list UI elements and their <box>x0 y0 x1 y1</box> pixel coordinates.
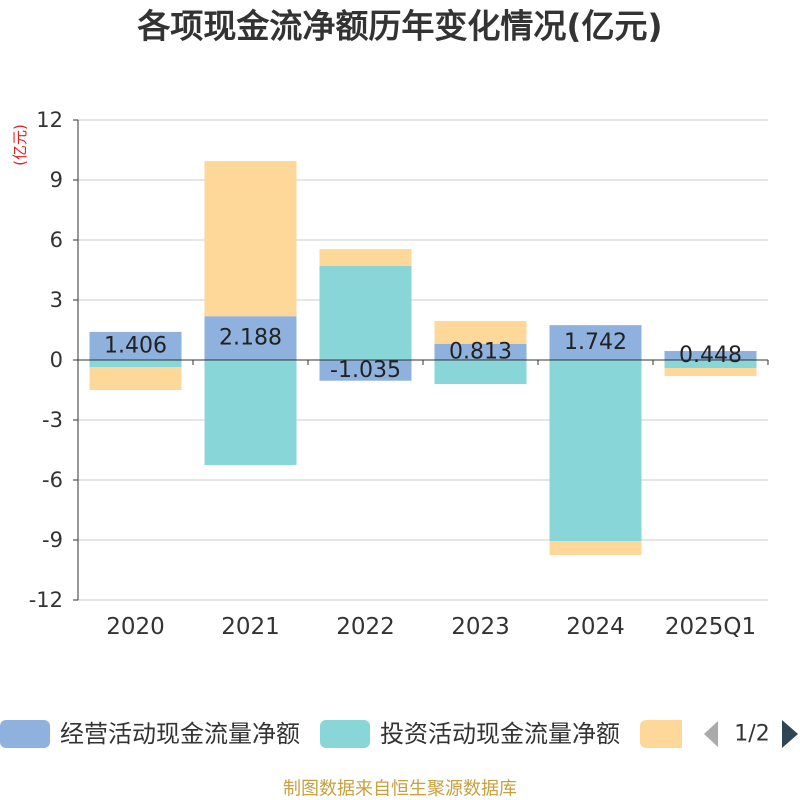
triangle-left-icon <box>704 721 718 747</box>
bar-operating-2021 <box>204 316 297 360</box>
y-tick-label: 6 <box>50 228 63 252</box>
x-tick-label: 2024 <box>566 614 625 640</box>
bar-operating-2022 <box>319 360 412 381</box>
legend-item-investing-cash-flow[interactable]: 投资活动现金流量净额 <box>320 720 620 748</box>
y-axis-unit-label: (亿元) <box>11 124 29 166</box>
legend-swatch <box>320 720 370 748</box>
data-label-2022: -1.035 <box>330 358 401 383</box>
x-tick-label: 2021 <box>221 614 280 640</box>
bar-series3-2022 <box>319 249 412 266</box>
legend-items: 经营活动现金流量净额 投资活动现金流量净额 <box>0 720 690 748</box>
legend-page-indicator: 1/2 <box>734 722 769 747</box>
bar-operating-2024 <box>549 325 642 360</box>
bar-series3-2023 <box>434 320 527 344</box>
data-label-2023: 0.813 <box>449 339 512 364</box>
axes: 12 9 6 3 0 -3 -6 -9 -12 2020 2021 2022 2023 2024 2025Q… <box>29 108 769 640</box>
chart-title: 各项现金流净额历年变化情况(亿元) <box>136 7 662 46</box>
legend-prev-page-button[interactable] <box>704 721 718 747</box>
y-tick-label: -6 <box>42 468 63 492</box>
legend: 经营活动现金流量净额 投资活动现金流量净额 1/2 <box>0 720 798 748</box>
bar-investing-2020 <box>89 360 182 367</box>
legend-swatch <box>0 720 50 748</box>
bar-operating-2023 <box>434 343 527 360</box>
legend-label: 投资活动现金流量净额 <box>380 720 620 748</box>
x-tick-label: 2022 <box>336 614 395 640</box>
bar-series3-2025Q1 <box>664 368 757 376</box>
y-tick-label: 0 <box>50 348 63 372</box>
x-tick-label: 2020 <box>106 614 165 640</box>
y-tick-label: 9 <box>50 168 63 192</box>
bar-investing-2023 <box>434 360 527 384</box>
legend-label: 经营活动现金流量净额 <box>60 720 300 748</box>
data-label-2024: 1.742 <box>564 330 627 355</box>
bar-investing-2022 <box>319 266 412 360</box>
gridlines <box>78 119 768 601</box>
legend-next-page-button[interactable] <box>782 720 798 748</box>
bar-series3-2024 <box>549 541 642 555</box>
data-labels: 1.406 2.188 -1.035 0.813 1.742 0.448 <box>104 326 742 383</box>
bar-investing-2021 <box>204 360 297 465</box>
legend-swatch <box>640 720 682 748</box>
bar-investing-2025Q1 <box>664 360 757 368</box>
data-source-footer: 制图数据来自恒生聚源数据库 <box>283 779 517 800</box>
x-tick-label: 2025Q1 <box>665 614 756 640</box>
y-tick-label: -3 <box>42 408 63 432</box>
legend-item-series-3[interactable] <box>640 720 690 748</box>
y-tick-label: -9 <box>42 528 63 552</box>
bar-series3-2021 <box>204 161 297 317</box>
data-label-2025Q1: 0.448 <box>679 343 742 368</box>
y-tick-label: 12 <box>36 108 63 132</box>
bar-operating-2025Q1 <box>664 351 757 360</box>
bar-operating-2020 <box>89 331 182 360</box>
legend-item-operating-cash-flow[interactable]: 经营活动现金流量净额 <box>0 720 300 748</box>
y-tick-label: -12 <box>29 588 63 612</box>
x-tick-label: 2023 <box>451 614 510 640</box>
data-label-2021: 2.188 <box>219 326 282 351</box>
bar-series3-2020 <box>89 367 182 390</box>
bar-investing-2024 <box>549 360 642 541</box>
triangle-right-icon <box>782 720 798 748</box>
bar-stacks <box>89 161 757 555</box>
data-label-2020: 1.406 <box>104 333 167 358</box>
y-tick-label: 3 <box>50 288 63 312</box>
